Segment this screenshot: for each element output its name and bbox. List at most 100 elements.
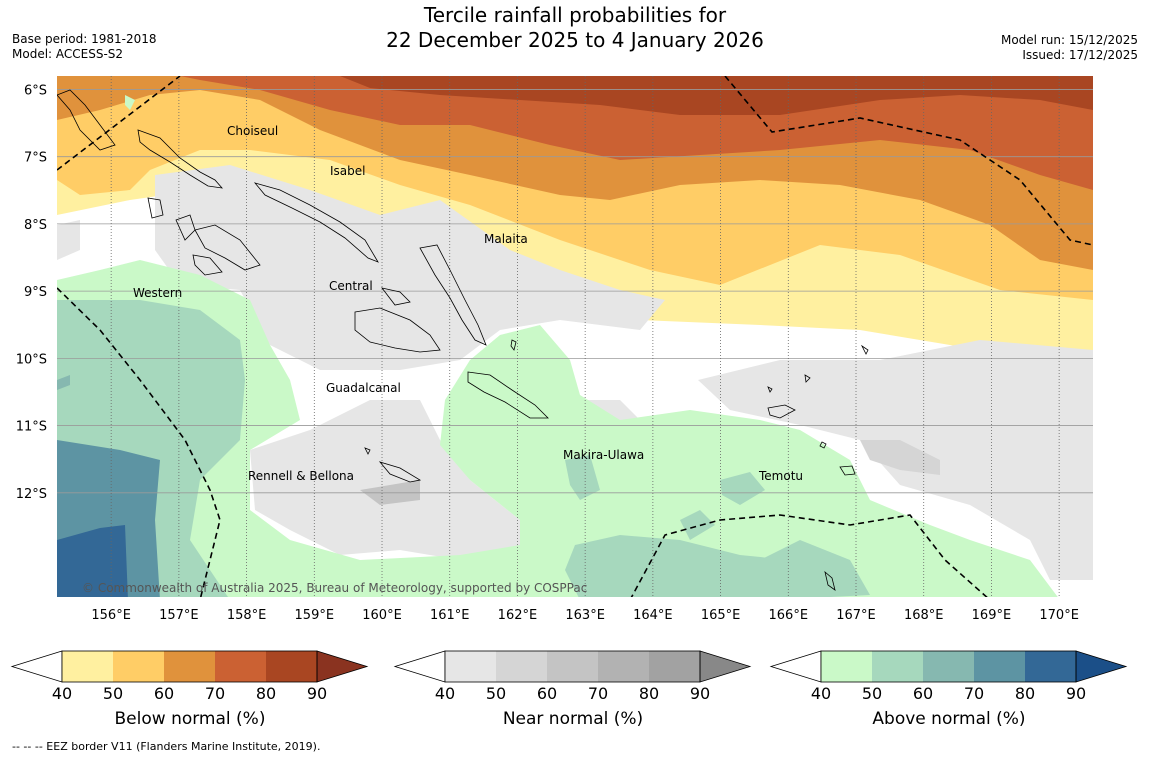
island-ulawa — [510, 339, 517, 351]
below-normal-80 — [340, 76, 1093, 115]
colorbar-segment — [164, 651, 215, 682]
island-santa-cruz — [767, 404, 796, 419]
colorbar-tick-label: 70 — [964, 684, 984, 703]
colorbar-frame — [444, 650, 701, 683]
colorbar-low-arrow — [10, 650, 63, 683]
island-guadalcanal — [354, 307, 441, 353]
lat-tick-label: 6°S — [24, 83, 47, 98]
colorbar-segment — [547, 651, 598, 682]
lat-tick-label: 12°S — [16, 487, 47, 502]
island-small-east — [860, 344, 869, 355]
island-rennell — [378, 461, 422, 483]
below-normal-70 — [180, 76, 1093, 190]
island-western-small-2 — [192, 254, 223, 276]
colorbar-tick-label: 70 — [205, 684, 225, 703]
province-guadalcanal: Guadalcanal — [326, 381, 401, 395]
lon-tick-label: 160°E — [362, 608, 402, 623]
island-tikopia — [819, 441, 827, 449]
title-line-1: Tercile rainfall probabilities for — [423, 3, 727, 27]
colorbar-segment — [215, 651, 266, 682]
province-rennell-bellona: Rennell & Bellona — [248, 469, 354, 483]
colorbar-tick-label: 40 — [52, 684, 72, 703]
colorbar-low-arrow — [769, 650, 822, 683]
colorbar-tick-label: 50 — [486, 684, 506, 703]
lat-tick-label: 9°S — [24, 285, 47, 300]
title-line-2: 22 December 2025 to 4 January 2026 — [386, 28, 764, 52]
colorbar: 40 50 60 70 80 90 — [10, 650, 369, 703]
lat-tick-label: 8°S — [24, 218, 47, 233]
province-central: Central — [329, 279, 373, 293]
colorbar-label-below: Below normal (%) — [114, 709, 266, 729]
near-normal-70 — [860, 440, 940, 475]
latitude-labels: 6°S 7°S 8°S 9°S 10°S 11°S 12°S — [16, 83, 47, 501]
island-choiseul — [137, 129, 224, 189]
colorbar-tick-label: 90 — [690, 684, 710, 703]
colorbar-tick-label: 50 — [103, 684, 123, 703]
above-normal-50-d — [565, 455, 600, 500]
colorbar-segment — [649, 651, 700, 682]
probability-field — [57, 76, 1093, 597]
colorbar-segment — [923, 651, 974, 682]
colorbar-segment — [598, 651, 649, 682]
colorbar-segment — [113, 651, 164, 682]
near-normal-patch-4 — [57, 220, 80, 260]
colorbar-tick-label: 80 — [1015, 684, 1035, 703]
province-makira-ulawa: Makira-Ulawa — [563, 448, 644, 462]
colorbar: 40 50 60 70 80 90 — [769, 650, 1128, 703]
longitude-labels: 156°E 157°E 158°E 159°E 160°E 161°E 162°E 163°E… — [91, 608, 1079, 623]
issued-date: Issued: 17/12/2025 — [1022, 48, 1138, 62]
run-info: Model run: 15/12/2025 Issued: 17/12/2025 — [1001, 33, 1138, 63]
island-bougainville — [57, 89, 116, 151]
colorbar-tick-label: 90 — [1066, 684, 1086, 703]
colorbar-segment — [445, 651, 496, 682]
island-anuta — [824, 570, 836, 591]
colorbar-tick-label: 90 — [307, 684, 327, 703]
colorbar-segment — [974, 651, 1025, 682]
above-normal-50-f — [680, 510, 715, 540]
island-small-east-2 — [767, 386, 773, 393]
island-new-georgia-2 — [194, 224, 261, 271]
lon-tick-label: 162°E — [498, 608, 538, 623]
colorbar-label-above: Above normal (%) — [872, 709, 1026, 729]
colorbar-frame — [61, 650, 318, 683]
colorbar-high-arrow — [699, 650, 752, 683]
island-vanikoro — [839, 465, 856, 476]
colorbar-tick-label: 50 — [862, 684, 882, 703]
eez-border-west — [57, 287, 221, 597]
colorbar-high-arrow — [316, 650, 369, 683]
eez-border-north — [57, 76, 181, 171]
colorbar-tick-label: 60 — [154, 684, 174, 703]
near-normal-patch-3 — [250, 400, 520, 560]
colorbar-segment — [496, 651, 547, 682]
colorbar-high-arrow — [1075, 650, 1128, 683]
province-malaita: Malaita — [484, 232, 528, 246]
colorbar-tick-label: 80 — [639, 684, 659, 703]
above-normal-40 — [57, 260, 1058, 597]
lat-tick-label: 10°S — [16, 352, 47, 367]
colorbar-tick-label: 60 — [537, 684, 557, 703]
lon-tick-label: 169°E — [972, 608, 1012, 623]
lon-tick-label: 159°E — [295, 608, 335, 623]
copyright-notice: © Commonwealth of Australia 2025, Bureau… — [82, 581, 587, 595]
island-duff — [804, 374, 811, 383]
lon-tick-label: 168°E — [904, 608, 944, 623]
lat-tick-label: 7°S — [24, 151, 47, 166]
model-info: Base period: 1981-2018 Model: ACCESS-S2 — [12, 32, 157, 62]
colorbar-segment — [821, 651, 872, 682]
province-temotu: Temotu — [758, 469, 803, 483]
eez-border-northeast — [724, 76, 1093, 246]
lat-tick-label: 11°S — [16, 420, 47, 435]
base-period: Base period: 1981-2018 — [12, 32, 157, 46]
province-labels: Choiseul Isabel Malaita Central Western … — [133, 124, 803, 483]
lon-tick-label: 163°E — [565, 608, 605, 623]
eez-border-south — [630, 514, 988, 597]
above-normal-50-e — [720, 472, 765, 505]
colorbar-tick-label: 60 — [913, 684, 933, 703]
colorbar-segment — [62, 651, 113, 682]
province-western: Western — [133, 286, 182, 300]
above-normal-60 — [57, 375, 70, 390]
island-bellona — [364, 447, 371, 455]
lon-tick-label: 157°E — [159, 608, 199, 623]
colorbar-segment — [872, 651, 923, 682]
